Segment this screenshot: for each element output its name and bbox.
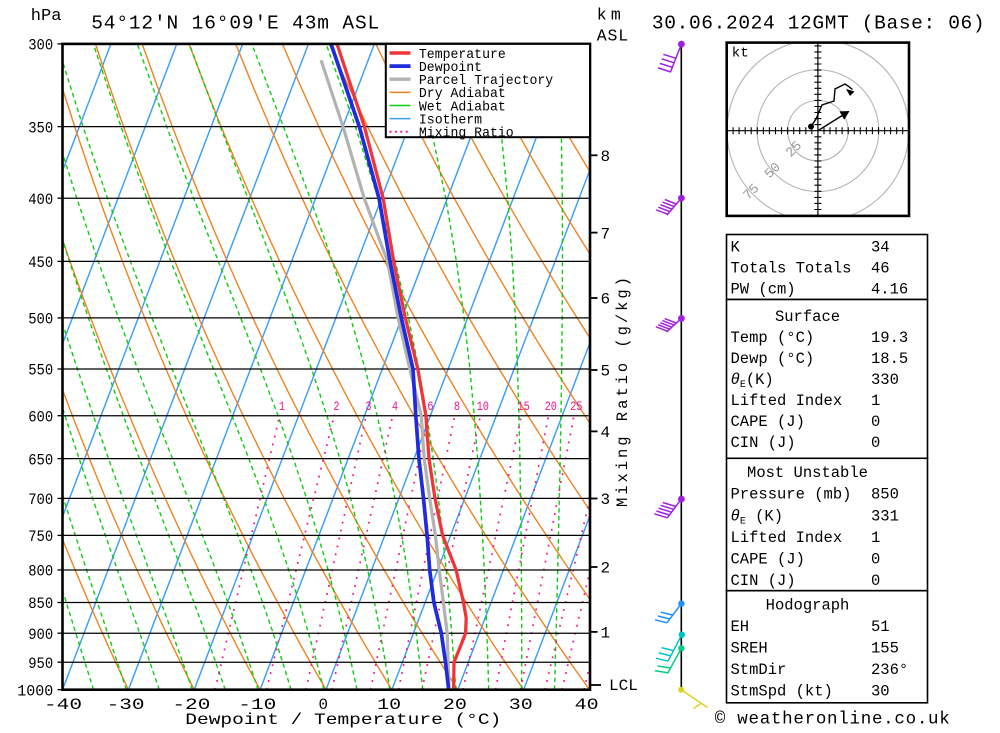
svg-text:-30: -30 [107, 696, 145, 714]
svg-text:1: 1 [871, 529, 880, 547]
svg-text:155: 155 [871, 640, 899, 658]
svg-text:950: 950 [28, 655, 53, 673]
svg-text:51: 51 [871, 618, 890, 636]
svg-text:θE(K): θE(K) [731, 371, 774, 391]
svg-text:StmDir: StmDir [731, 661, 787, 679]
svg-text:19.3: 19.3 [871, 329, 908, 347]
svg-text:236°: 236° [871, 661, 908, 679]
svg-text:Mixing Ratio (g/kg): Mixing Ratio (g/kg) [614, 277, 632, 507]
svg-text:600: 600 [28, 408, 53, 426]
svg-text:CAPE (J): CAPE (J) [731, 413, 805, 431]
svg-text:400: 400 [28, 191, 53, 209]
svg-text:CIN (J): CIN (J) [731, 572, 796, 590]
svg-text:4.16: 4.16 [871, 281, 908, 299]
svg-text:ASL: ASL [597, 27, 628, 46]
svg-text:Mixing Ratio: Mixing Ratio [419, 126, 514, 142]
svg-text:5: 5 [600, 363, 610, 381]
svg-text:K: K [731, 239, 741, 257]
svg-text:4: 4 [392, 399, 398, 414]
svg-text:4: 4 [600, 424, 610, 442]
svg-text:7: 7 [600, 225, 610, 243]
svg-text:30: 30 [509, 696, 533, 714]
svg-text:10: 10 [377, 696, 401, 714]
svg-text:8: 8 [600, 148, 610, 166]
svg-text:550: 550 [28, 362, 53, 380]
svg-text:15: 15 [517, 399, 529, 414]
svg-text:800: 800 [28, 563, 53, 581]
svg-text:3: 3 [600, 491, 610, 509]
svg-text:1: 1 [279, 399, 285, 414]
svg-text:1: 1 [600, 625, 610, 643]
svg-text:331: 331 [871, 508, 899, 526]
svg-text:CIN (J): CIN (J) [731, 434, 796, 452]
svg-text:18.5: 18.5 [871, 350, 908, 368]
svg-text:Temperature: Temperature [419, 47, 506, 63]
svg-text:6: 6 [427, 399, 433, 414]
svg-text:54°12'N 16°09'E 43m ASL: 54°12'N 16°09'E 43m ASL [91, 13, 379, 35]
svg-text:kt: kt [732, 46, 749, 62]
svg-text:20: 20 [545, 399, 557, 414]
svg-text:Lifted Index: Lifted Index [731, 529, 843, 547]
svg-text:46: 46 [871, 260, 890, 278]
svg-text:2: 2 [333, 399, 339, 414]
svg-text:Totals Totals: Totals Totals [731, 260, 852, 278]
svg-text:Dry Adiabat: Dry Adiabat [419, 86, 506, 102]
svg-text:2: 2 [600, 560, 610, 578]
svg-text:34: 34 [871, 239, 890, 257]
svg-text:Dewpoint: Dewpoint [419, 60, 482, 76]
svg-text:1: 1 [871, 392, 880, 410]
svg-text:Dewpoint / Temperature (°C): Dewpoint / Temperature (°C) [185, 711, 501, 729]
svg-text:3: 3 [365, 399, 371, 414]
svg-text:-20: -20 [172, 696, 210, 714]
svg-text:40: 40 [575, 696, 599, 714]
svg-text:0: 0 [871, 413, 880, 431]
svg-text:CAPE (J): CAPE (J) [731, 551, 805, 569]
svg-text:hPa: hPa [31, 7, 62, 26]
svg-text:Parcel Trajectory: Parcel Trajectory [419, 73, 553, 89]
svg-text:25: 25 [570, 399, 582, 414]
svg-text:Wet Adiabat: Wet Adiabat [419, 99, 506, 115]
svg-text:Hodograph: Hodograph [766, 597, 850, 615]
svg-text:300: 300 [28, 37, 53, 55]
svg-text:10: 10 [477, 399, 489, 414]
svg-text:0: 0 [318, 696, 328, 714]
svg-text:Pressure (mb): Pressure (mb) [731, 486, 852, 504]
svg-text:-10: -10 [238, 696, 276, 714]
svg-text:© weatheronline.co.uk: © weatheronline.co.uk [715, 710, 950, 730]
svg-text:650: 650 [28, 451, 53, 469]
svg-text:Temp (°C): Temp (°C) [731, 329, 815, 347]
svg-text:km: km [597, 6, 621, 25]
svg-text:SREH: SREH [731, 640, 768, 658]
svg-text:500: 500 [28, 311, 53, 329]
svg-text:PW (cm): PW (cm) [731, 281, 796, 299]
svg-text:EH: EH [731, 618, 750, 636]
svg-text:Isotherm: Isotherm [419, 112, 482, 128]
svg-text:850: 850 [28, 595, 53, 613]
svg-text:0: 0 [871, 434, 880, 452]
svg-text:LCL: LCL [609, 677, 638, 695]
svg-text:-40: -40 [44, 696, 82, 714]
svg-text:700: 700 [28, 491, 53, 509]
svg-text:0: 0 [871, 551, 880, 569]
svg-text:30.06.2024 12GMT (Base: 06): 30.06.2024 12GMT (Base: 06) [652, 13, 985, 35]
svg-text:850: 850 [871, 486, 899, 504]
svg-text:8: 8 [454, 399, 460, 414]
svg-text:450: 450 [28, 254, 53, 272]
svg-text:900: 900 [28, 626, 53, 644]
svg-text:θE (K): θE (K) [731, 508, 784, 528]
svg-text:0: 0 [871, 572, 880, 590]
svg-text:Lifted Index: Lifted Index [731, 392, 843, 410]
svg-text:750: 750 [28, 528, 53, 546]
svg-text:350: 350 [28, 119, 53, 137]
svg-text:Surface: Surface [775, 308, 840, 326]
svg-text:StmSpd (kt): StmSpd (kt) [731, 683, 833, 701]
svg-text:330: 330 [871, 371, 899, 389]
svg-text:1000: 1000 [17, 682, 53, 700]
svg-text:30: 30 [871, 683, 890, 701]
svg-text:25: 25 [784, 139, 806, 161]
svg-text:Most Unstable: Most Unstable [747, 464, 868, 482]
svg-text:20: 20 [443, 696, 467, 714]
svg-text:6: 6 [600, 291, 610, 309]
svg-text:Dewp (°C): Dewp (°C) [731, 350, 815, 368]
